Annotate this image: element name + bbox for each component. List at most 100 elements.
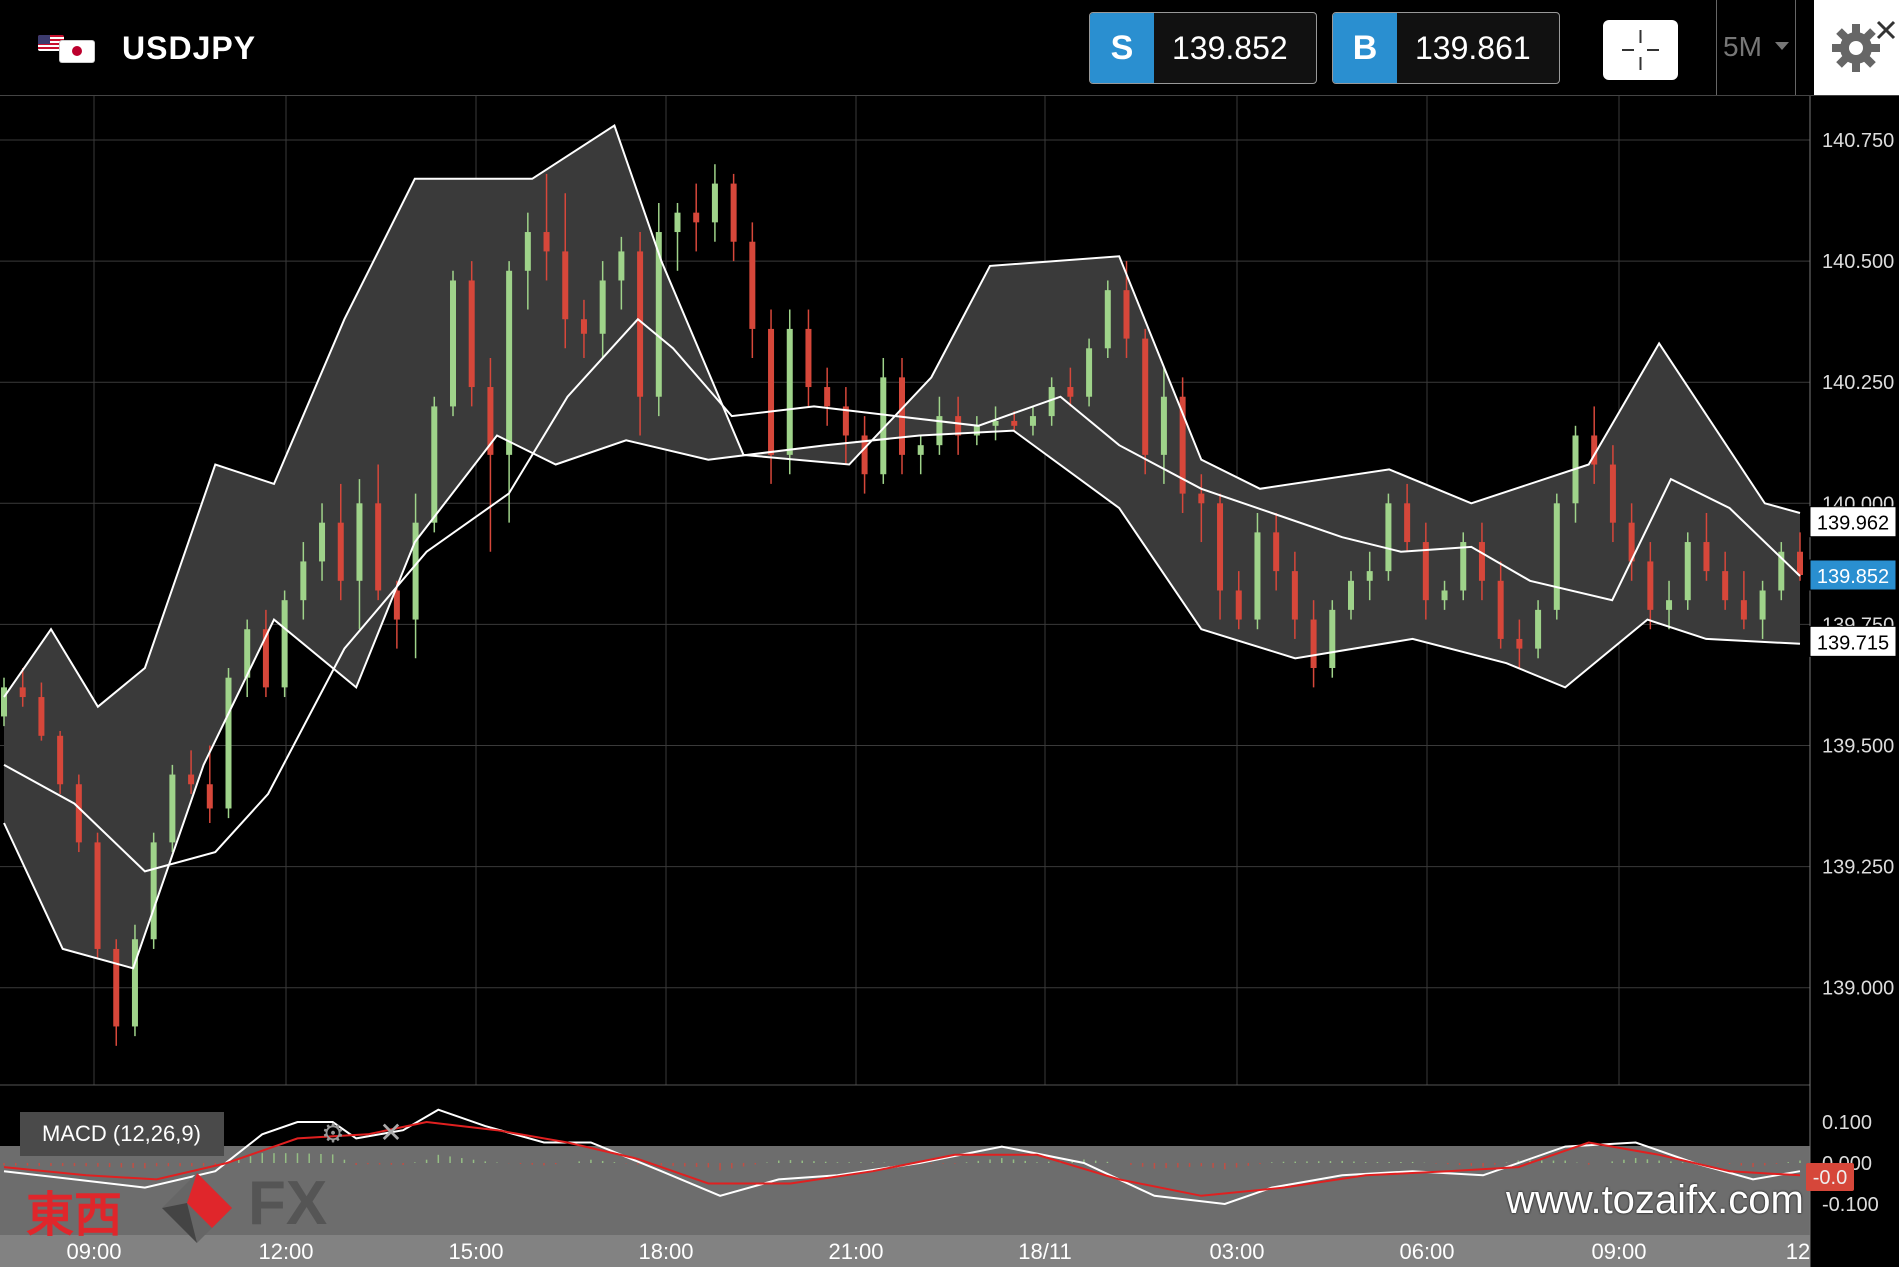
candle: [244, 619, 251, 698]
candle-body: [711, 183, 718, 223]
candle: [1067, 367, 1074, 407]
candle-body: [94, 842, 101, 949]
candle: [805, 309, 812, 407]
candle: [562, 193, 569, 349]
candle-body: [580, 319, 587, 334]
candle: [861, 416, 868, 494]
x-tick-label: 12: [1786, 1239, 1810, 1264]
candle-body: [1516, 638, 1523, 649]
candle-body: [356, 503, 363, 581]
candle-body: [506, 270, 513, 455]
symbol-label[interactable]: USDJPY: [122, 30, 257, 66]
macd-indicator-label[interactable]: MACD (12,26,9): [20, 1112, 224, 1156]
candle-body: [1684, 542, 1691, 601]
buy-label: B: [1333, 13, 1397, 83]
candle-body: [468, 280, 475, 388]
candle: [1797, 532, 1803, 581]
candle: [487, 357, 494, 552]
sell-label: S: [1090, 13, 1154, 83]
macd-signal-line: [3, 1120, 1801, 1197]
y-tick-label: 140.750: [1822, 130, 1894, 152]
candle-body: [75, 784, 82, 843]
candle-body: [749, 241, 756, 329]
candle-body: [1086, 348, 1093, 397]
candle: [1217, 493, 1224, 620]
candle-body: [206, 784, 213, 809]
x-tick-label: 15:00: [448, 1239, 503, 1264]
candle-body: [1011, 420, 1018, 426]
macd-value-label: -0.0: [1813, 1167, 1847, 1189]
price-marker-label: 139.852: [1817, 566, 1889, 588]
candle: [1254, 512, 1261, 630]
watermark-brand-cn: 東西: [26, 1187, 123, 1243]
timeframe-select[interactable]: 5M: [1716, 0, 1796, 95]
candle: [94, 832, 101, 959]
candle-body: [1, 687, 7, 717]
candle: [19, 667, 26, 707]
candle-body: [319, 522, 326, 562]
jp-flag-icon: [60, 41, 94, 62]
candle-body: [1441, 590, 1448, 601]
candle-body: [1647, 561, 1654, 610]
candle-body: [337, 522, 344, 581]
candle: [1160, 367, 1167, 484]
candle: [468, 261, 475, 407]
buy-quote-button[interactable]: B 139.861: [1332, 12, 1560, 84]
candle-body: [188, 774, 195, 785]
candle-body: [1722, 571, 1729, 601]
gear-icon[interactable]: ⚙: [321, 1118, 345, 1148]
candle: [618, 236, 625, 310]
candle-body: [842, 406, 849, 436]
crosshair-button[interactable]: [1603, 20, 1678, 80]
watermark-brand-fx: FX: [248, 1169, 328, 1238]
candle-body: [1067, 387, 1074, 397]
candle: [880, 357, 887, 484]
sell-quote-button[interactable]: S 139.852: [1089, 12, 1317, 84]
candle-body: [1385, 503, 1392, 572]
candle: [262, 609, 269, 698]
bollinger-middle-band: [3, 317, 1801, 873]
timeframe-value: 5M: [1723, 31, 1762, 62]
candle-body: [599, 280, 606, 334]
candle: [393, 580, 400, 649]
y-tick-label: 140.500: [1822, 251, 1894, 273]
candle-body: [693, 212, 700, 223]
crosshair-icon: [1622, 30, 1659, 70]
sell-price: 139.852: [1172, 30, 1288, 66]
candle-body: [1179, 396, 1186, 494]
candle: [1, 677, 7, 727]
macd-line: [3, 1108, 1801, 1206]
candle-body: [786, 328, 793, 455]
candle: [75, 774, 82, 853]
x-tick-label: 18/11: [1018, 1239, 1071, 1264]
macd-value-marker: [1806, 1163, 1854, 1191]
candle: [1404, 483, 1411, 552]
candle: [1198, 474, 1205, 543]
candle: [711, 164, 718, 242]
close-icon[interactable]: ✕: [379, 1117, 403, 1148]
candle: [1329, 600, 1336, 678]
candle: [1740, 571, 1747, 630]
y-tick-label: 139.500: [1822, 736, 1894, 758]
candle-body: [1553, 503, 1560, 610]
candle-body: [1160, 396, 1167, 455]
price-marker-box: [1809, 559, 1897, 591]
settings-button[interactable]: [1814, 0, 1899, 95]
candle-body: [1329, 609, 1336, 668]
candle-body: [1404, 503, 1411, 543]
x-tick-label: 12:00: [258, 1239, 313, 1264]
candle: [917, 435, 924, 475]
candle-body: [262, 629, 269, 688]
x-tick-label: 06:00: [1399, 1239, 1454, 1264]
candle: [1123, 261, 1130, 358]
candle: [1104, 280, 1111, 358]
candle: [1385, 493, 1392, 581]
candle: [1778, 542, 1785, 601]
candle-body: [637, 251, 644, 397]
candle: [1460, 532, 1467, 601]
candle-body: [1254, 532, 1261, 620]
candle-body: [1609, 464, 1616, 523]
candle-body: [450, 280, 456, 407]
candle: [637, 232, 644, 436]
